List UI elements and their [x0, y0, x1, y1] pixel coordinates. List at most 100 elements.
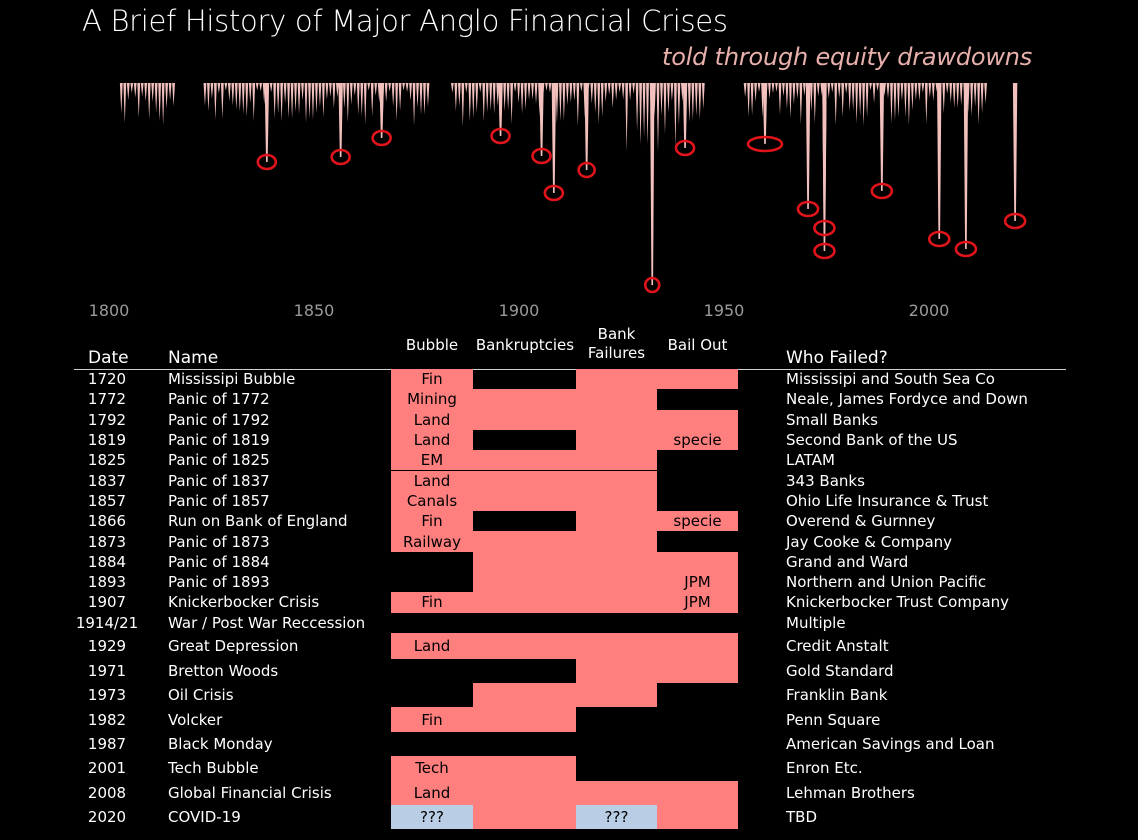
drawdown-spike: [154, 83, 158, 113]
drawdown-spike: [822, 83, 827, 251]
row-date: 1929: [87, 636, 127, 655]
drawdown-spike: [670, 83, 674, 102]
drawdown-spike: [123, 83, 127, 124]
row-name: Panic of 1792: [168, 410, 270, 429]
row-name: Great Depression: [168, 636, 299, 655]
row-name: Panic of 1837: [168, 471, 270, 490]
bailout-cell: [657, 551, 738, 572]
drawdown-spike: [639, 83, 642, 145]
row-who-failed: LATAM: [786, 451, 835, 470]
table-row: 1929 Great Depression Land Credit Anstalt: [0, 632, 1138, 659]
drawdown-spike: [764, 83, 768, 108]
drawdown-spike: [586, 83, 590, 90]
crisis-marker: [746, 135, 784, 153]
bank-failures-cell: [576, 429, 657, 451]
bankruptcies-cell: [473, 756, 576, 781]
table-row: 2001 Tech Bubble Tech Enron Etc.: [0, 756, 1138, 781]
drawdown-spike: [775, 83, 778, 92]
crisis-marker: [371, 129, 392, 147]
bubble-cell: Fin: [391, 369, 473, 390]
drawdown-spike: [897, 83, 900, 118]
bailout-cell: [657, 632, 738, 659]
bankruptcies-cell: [473, 470, 576, 491]
bailout-cell: [657, 732, 738, 756]
bubble-cell: Fin: [391, 592, 473, 613]
row-name: Panic of 1857: [168, 491, 270, 510]
drawdown-spike: [294, 83, 297, 112]
drawdown-spike: [287, 83, 290, 119]
bankruptcies-cell: [473, 511, 576, 531]
drawdown-spike: [147, 83, 151, 120]
bankruptcies-cell: [473, 805, 576, 830]
table-row: 1982 Volcker Fin Penn Square: [0, 707, 1138, 732]
x-tick-label: 1850: [294, 301, 335, 320]
drawdown-spike: [656, 83, 660, 152]
bankruptcies-cell: [473, 707, 576, 732]
drawdown-spike: [646, 83, 649, 145]
bailout-cell: specie: [657, 429, 738, 451]
drawdown-spike: [325, 83, 329, 100]
drawdown-spike: [593, 83, 597, 114]
drawdown-spike: [970, 83, 974, 117]
drawdown-spike: [363, 83, 367, 125]
table-row: 1914/21 War / Post War Reccession Multiple: [0, 613, 1138, 633]
row-who-failed: American Savings and Loan: [786, 734, 995, 753]
row-date: 1884: [87, 552, 127, 571]
row-name: COVID-19: [168, 808, 241, 827]
drawdown-spike: [548, 83, 552, 93]
drawdown-spike: [301, 83, 304, 101]
drawdown-spike: [816, 83, 820, 97]
drawdown-spike: [485, 83, 489, 113]
drawdown-spike: [674, 83, 677, 148]
bankruptcies-cell: [473, 659, 576, 683]
drawdown-spike: [649, 83, 653, 117]
bank-failures-cell: ???: [576, 805, 657, 830]
drawdown-spike: [907, 83, 911, 126]
header-bankruptcies: Bankruptcies: [475, 336, 575, 354]
drawdown-spike: [290, 83, 294, 119]
bubble-cell: [391, 572, 473, 592]
row-name: Global Financial Crisis: [168, 783, 332, 802]
drawdown-spike: [227, 83, 231, 101]
bailout-cell: JPM: [657, 592, 738, 613]
row-date: 1982: [87, 710, 127, 729]
drawdown-spike: [269, 83, 273, 93]
header-bank-failures: Bank Failures: [576, 325, 657, 363]
table-row: 1825 Panic of 1825 EM LATAM: [0, 450, 1138, 471]
row-name: Oil Crisis: [168, 686, 234, 705]
drawdown-spike: [914, 83, 918, 101]
bankruptcies-cell: [473, 613, 576, 633]
drawdown-spike: [224, 83, 228, 91]
bailout-cell: [657, 409, 738, 430]
row-who-failed: Multiple: [786, 613, 846, 632]
drawdown-spike: [910, 83, 914, 111]
drawdown-spike: [635, 83, 639, 131]
drawdown-spike: [917, 83, 921, 102]
row-name: Panic of 1772: [168, 390, 270, 409]
drawdown-spike: [827, 83, 831, 99]
drawdown-spike: [489, 83, 493, 111]
bubble-cell: Fin: [391, 511, 473, 532]
drawdown-spike: [931, 83, 935, 101]
table-row: 1772 Panic of 1772 Mining Neale, James Ford…: [0, 389, 1138, 410]
row-date: 1772: [87, 390, 127, 409]
bubble-cell: [391, 683, 473, 707]
drawdown-spike: [538, 83, 541, 117]
drawdown-spike: [778, 83, 782, 115]
row-who-failed: Grand and Ward: [786, 552, 909, 571]
drawdown-spike: [942, 83, 946, 114]
drawdown-spike: [276, 83, 280, 114]
bank-failures-cell: [576, 369, 657, 390]
drawdown-spike: [937, 83, 942, 239]
drawdown-spike: [513, 83, 517, 93]
table-row: 1857 Panic of 1857 Canals Ohio Life Insuran…: [0, 490, 1138, 512]
crisis-marker: [490, 127, 511, 145]
drawdown-spike: [862, 83, 866, 127]
drawdown-spike: [952, 83, 956, 109]
drawdown-spike: [597, 83, 601, 125]
bubble-cell: [391, 613, 473, 633]
table-row: 2008 Global Financial Crisis Land Lehman Br…: [0, 780, 1138, 805]
drawdown-spike: [743, 83, 747, 98]
drawdown-spike: [750, 83, 754, 116]
drawdown-spike: [680, 83, 684, 102]
